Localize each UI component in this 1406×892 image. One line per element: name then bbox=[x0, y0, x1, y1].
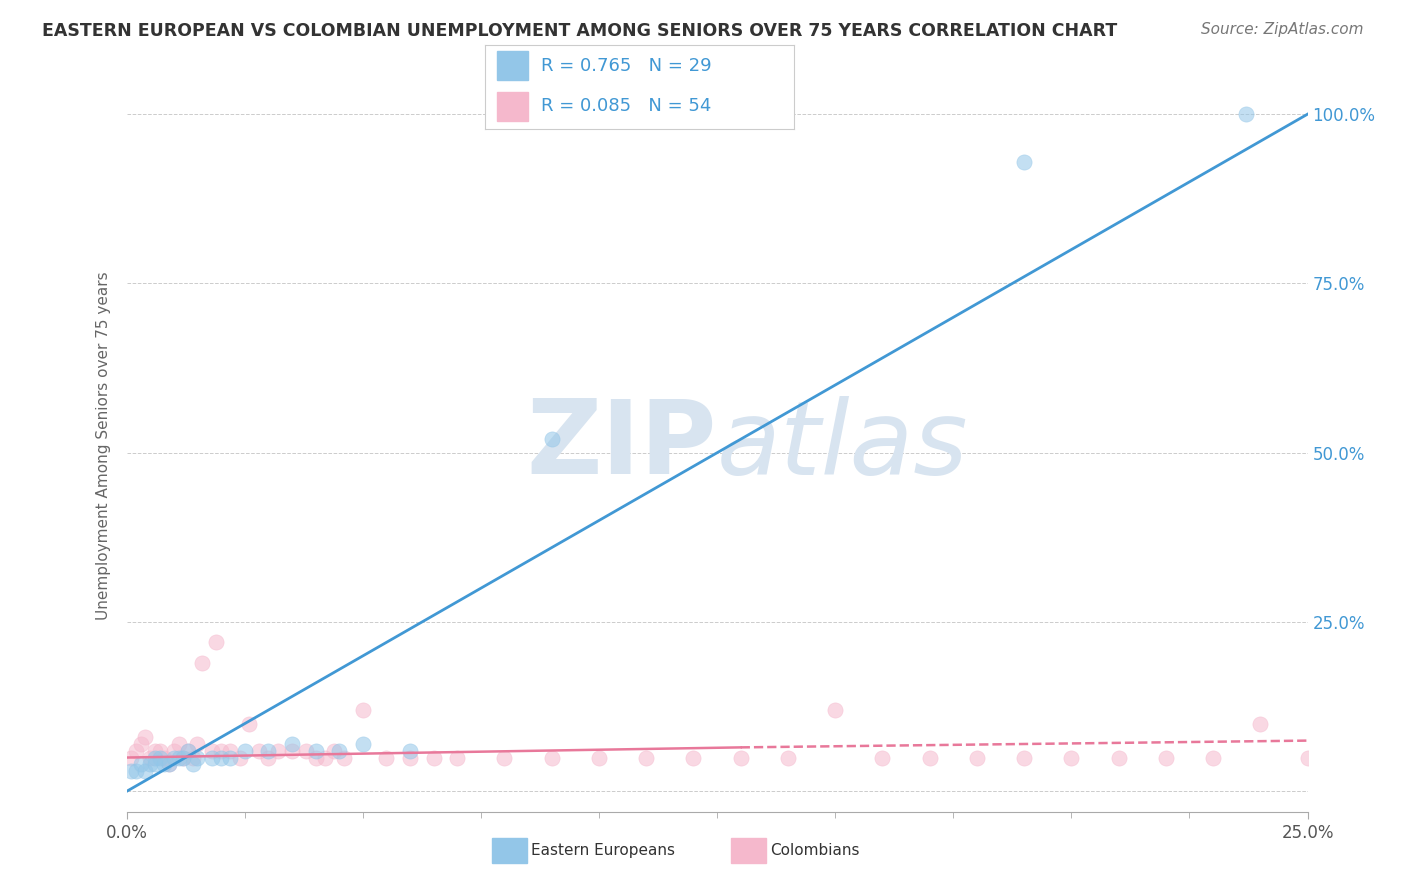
Point bbox=[134, 764, 156, 778]
Point bbox=[1202, 750, 1225, 764]
Point bbox=[323, 744, 346, 758]
Text: Source: ZipAtlas.com: Source: ZipAtlas.com bbox=[1201, 22, 1364, 37]
Point bbox=[120, 764, 142, 778]
Text: atlas: atlas bbox=[717, 396, 969, 496]
Point bbox=[163, 750, 186, 764]
Point bbox=[181, 750, 204, 764]
Point bbox=[233, 744, 256, 758]
Point bbox=[129, 757, 152, 772]
Point bbox=[125, 744, 148, 758]
Point bbox=[153, 757, 176, 772]
Point bbox=[200, 744, 222, 758]
Point bbox=[540, 750, 562, 764]
Point bbox=[588, 750, 610, 764]
Text: EASTERN EUROPEAN VS COLOMBIAN UNEMPLOYMENT AMONG SENIORS OVER 75 YEARS CORRELATI: EASTERN EUROPEAN VS COLOMBIAN UNEMPLOYME… bbox=[42, 22, 1118, 40]
Point bbox=[143, 744, 166, 758]
Point bbox=[238, 716, 260, 731]
Point bbox=[422, 750, 444, 764]
Point bbox=[399, 750, 422, 764]
Text: Eastern Europeans: Eastern Europeans bbox=[531, 844, 675, 858]
Point bbox=[191, 656, 214, 670]
Point bbox=[247, 744, 270, 758]
Point bbox=[281, 737, 304, 751]
Point bbox=[333, 750, 356, 764]
Point bbox=[172, 750, 194, 764]
Point bbox=[918, 750, 941, 764]
Point bbox=[181, 757, 204, 772]
Point bbox=[1060, 750, 1083, 764]
Bar bbox=[498, 92, 529, 120]
Point bbox=[125, 764, 148, 778]
Point bbox=[304, 744, 326, 758]
Point bbox=[177, 744, 200, 758]
Point bbox=[352, 703, 374, 717]
Point bbox=[167, 737, 190, 751]
Point bbox=[129, 737, 152, 751]
Point bbox=[167, 750, 190, 764]
Point bbox=[120, 750, 142, 764]
Point bbox=[219, 744, 242, 758]
Point bbox=[209, 744, 232, 758]
Point bbox=[134, 730, 156, 744]
Point bbox=[776, 750, 799, 764]
Point bbox=[1154, 750, 1177, 764]
Point bbox=[1296, 750, 1319, 764]
Point bbox=[172, 750, 194, 764]
Point bbox=[730, 750, 752, 764]
Point bbox=[824, 703, 846, 717]
Point bbox=[163, 744, 186, 758]
Text: R = 0.765   N = 29: R = 0.765 N = 29 bbox=[541, 57, 711, 75]
Point bbox=[257, 750, 280, 764]
Point bbox=[139, 757, 162, 772]
Point bbox=[229, 750, 252, 764]
Y-axis label: Unemployment Among Seniors over 75 years: Unemployment Among Seniors over 75 years bbox=[96, 272, 111, 620]
Point bbox=[157, 757, 180, 772]
Point bbox=[1012, 154, 1035, 169]
Point bbox=[186, 737, 208, 751]
Point bbox=[143, 757, 166, 772]
Point bbox=[399, 744, 422, 758]
Point bbox=[540, 432, 562, 446]
Point bbox=[682, 750, 704, 764]
Point bbox=[149, 744, 172, 758]
Point bbox=[872, 750, 894, 764]
Point bbox=[139, 750, 162, 764]
Point bbox=[328, 744, 350, 758]
Point bbox=[219, 750, 242, 764]
Point bbox=[177, 744, 200, 758]
Point bbox=[267, 744, 290, 758]
Text: Colombians: Colombians bbox=[770, 844, 860, 858]
Point bbox=[314, 750, 336, 764]
Point bbox=[1234, 107, 1257, 121]
Point bbox=[375, 750, 398, 764]
Point bbox=[186, 750, 208, 764]
Point bbox=[1012, 750, 1035, 764]
Point bbox=[636, 750, 658, 764]
Point bbox=[966, 750, 988, 764]
Bar bbox=[498, 52, 529, 80]
Point bbox=[153, 750, 176, 764]
Point bbox=[446, 750, 468, 764]
Point bbox=[209, 750, 232, 764]
Text: ZIP: ZIP bbox=[527, 395, 717, 497]
Point bbox=[1108, 750, 1130, 764]
Point bbox=[295, 744, 318, 758]
Point bbox=[352, 737, 374, 751]
Point bbox=[1249, 716, 1271, 731]
Point bbox=[281, 744, 304, 758]
Point bbox=[143, 750, 166, 764]
Point bbox=[304, 750, 326, 764]
Text: R = 0.085   N = 54: R = 0.085 N = 54 bbox=[541, 97, 711, 115]
Point bbox=[205, 635, 228, 649]
Point bbox=[257, 744, 280, 758]
Point bbox=[200, 750, 222, 764]
Point bbox=[149, 750, 172, 764]
Point bbox=[157, 757, 180, 772]
Point bbox=[494, 750, 516, 764]
